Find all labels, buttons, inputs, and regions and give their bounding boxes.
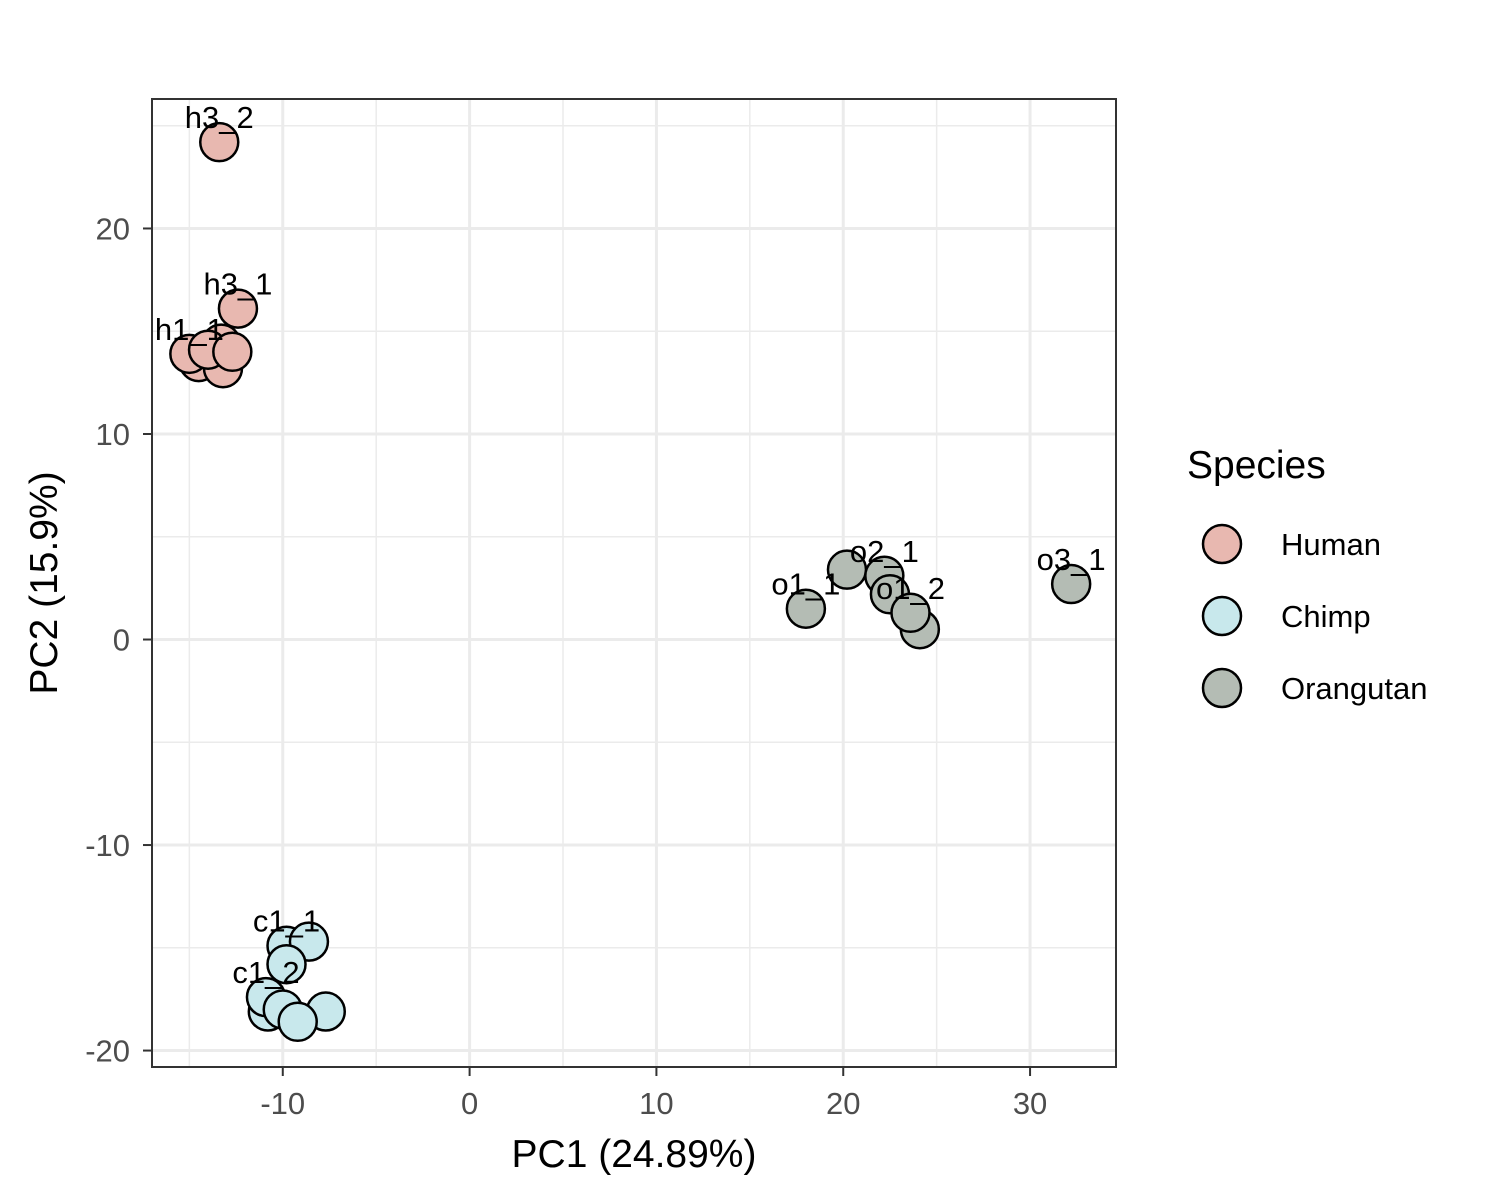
legend-label-chimp: Chimp <box>1281 599 1371 634</box>
y-axis: -20 -10 0 10 20 <box>85 211 152 1069</box>
data-point-human <box>217 288 259 329</box>
y-tick-label: 10 <box>96 417 130 452</box>
data-point-chimp <box>266 943 307 985</box>
data-points <box>169 121 1092 1043</box>
y-tick-label: 0 <box>113 623 130 658</box>
x-tick-label: 0 <box>461 1086 478 1121</box>
point-label: o1_1 <box>771 567 840 602</box>
x-tick-label: 10 <box>639 1086 673 1121</box>
legend-key-chimp <box>1201 595 1243 637</box>
x-axis: -10 0 10 20 30 <box>260 1067 1047 1121</box>
x-tick-label: -10 <box>260 1086 305 1121</box>
legend-title: Species <box>1187 444 1326 487</box>
legend: Species Human Chimp Orangutan <box>1187 444 1428 709</box>
data-point-human <box>212 331 253 373</box>
point-label: o1_2 <box>876 571 945 606</box>
point-label: h1_1 <box>155 312 224 347</box>
legend-label-human: Human <box>1281 527 1381 562</box>
y-tick-label: -20 <box>85 1034 130 1069</box>
legend-key-orangutan <box>1201 667 1243 709</box>
x-axis-title: PC1 (24.89%) <box>512 1133 757 1176</box>
x-tick-label: 20 <box>826 1086 860 1121</box>
point-label: h3_2 <box>185 100 254 135</box>
data-point-human <box>199 121 240 163</box>
plot-panel-border <box>151 98 1117 1068</box>
point-label: c1_1 <box>253 904 320 939</box>
legend-key-human <box>1201 523 1243 565</box>
plot-background <box>152 99 1116 1067</box>
minor-gridlines <box>152 99 1116 1067</box>
data-point-orangutan <box>1050 563 1092 605</box>
point-label: o2_1 <box>850 534 919 569</box>
data-point-orangutan <box>890 592 931 634</box>
point-label: h3_1 <box>203 267 272 302</box>
y-axis-title: PC2 (15.9%) <box>23 471 66 694</box>
point-label: o3_1 <box>1037 542 1106 577</box>
point-labels: h3_2 h3_1 h1_1 c1_1 c1_2 o1_1 o2_1o1_2 o3_1 <box>155 100 1106 990</box>
data-point-orangutan <box>785 588 827 629</box>
x-tick-label: 30 <box>1013 1086 1047 1121</box>
point-label: c1_2 <box>232 955 299 990</box>
y-tick-label: -10 <box>85 828 130 863</box>
data-point-chimp <box>277 1001 318 1043</box>
y-tick-label: 20 <box>96 211 130 246</box>
legend-label-orangutan: Orangutan <box>1281 671 1428 706</box>
